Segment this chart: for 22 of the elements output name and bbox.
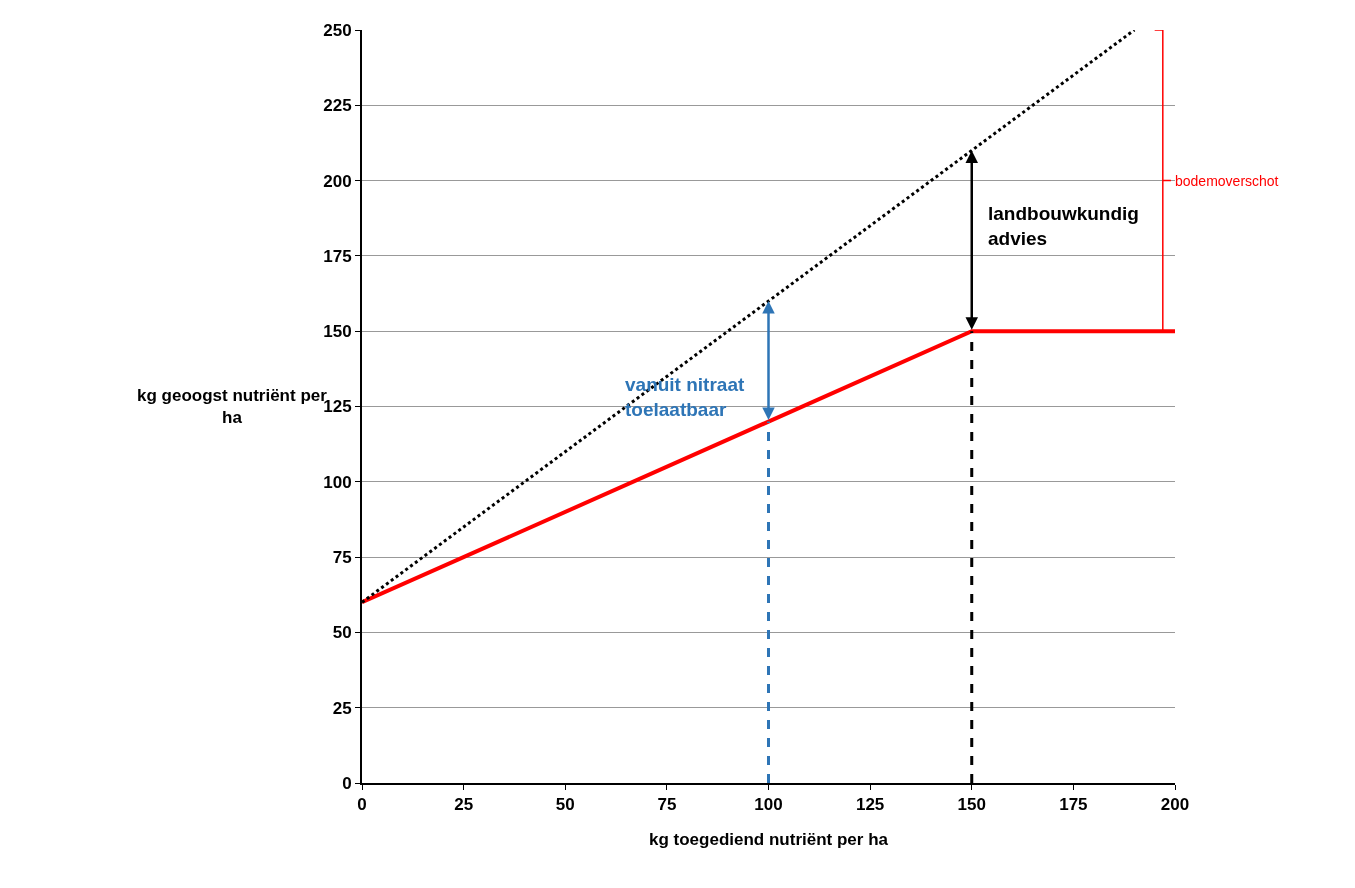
y-tick-label: 150 <box>323 322 352 342</box>
annotation: landbouwkundig advies <box>988 203 1139 249</box>
x-tick-label: 25 <box>454 795 474 815</box>
y-tick-label: 225 <box>323 96 352 116</box>
y-tick-label: 200 <box>323 171 352 191</box>
annotation: bodemoverschot <box>1175 173 1279 189</box>
x-tick-label: 200 <box>1160 795 1190 815</box>
x-tick-label: 75 <box>657 795 677 815</box>
y-tick-label: 25 <box>332 698 352 718</box>
x-tick-label: 100 <box>754 795 783 815</box>
x-tick-label: 150 <box>957 795 986 815</box>
y-tick-label: 100 <box>323 472 352 492</box>
y-tick-label: 75 <box>332 548 352 568</box>
y-tick-label: 50 <box>332 623 352 643</box>
x-tick-label: 125 <box>855 795 885 815</box>
y-tick-label: 250 <box>323 20 352 40</box>
x-tick-label: 175 <box>1059 795 1088 815</box>
x-tick-label: 50 <box>555 795 575 815</box>
y-tick-label: 175 <box>323 246 352 266</box>
y-tick-label: 0 <box>342 773 352 793</box>
x-tick-label: 0 <box>357 795 367 815</box>
x-axis-title: kg toegediend nutriënt per ha <box>649 830 889 850</box>
